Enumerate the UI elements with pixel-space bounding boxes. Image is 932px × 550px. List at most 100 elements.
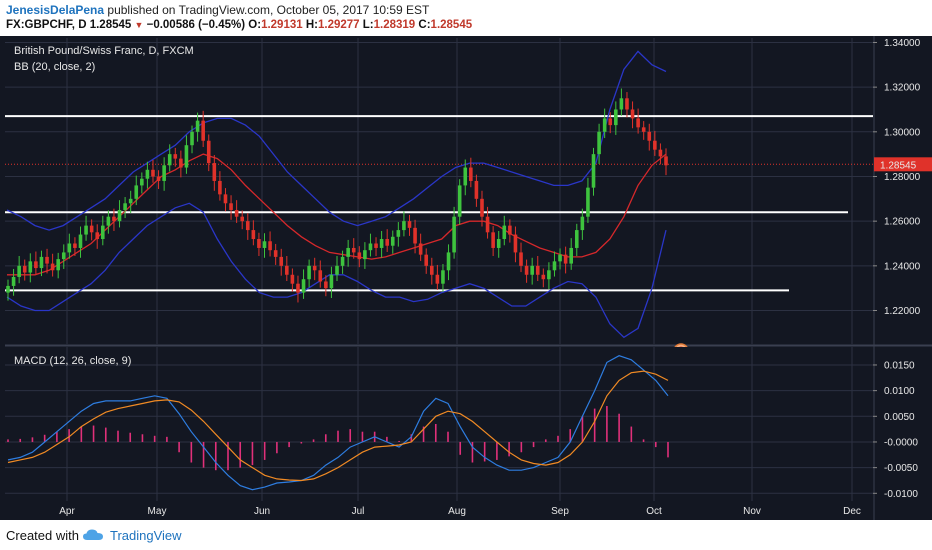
- candle-body: [61, 252, 66, 260]
- published-text: published on TradingView.com, October 05…: [107, 3, 430, 17]
- candle-body: [368, 243, 373, 251]
- candle-body: [524, 265, 529, 275]
- publish-line: JenesisDelaPena published on TradingView…: [6, 3, 429, 17]
- candle-body: [569, 247, 574, 264]
- time-tick-label: Oct: [646, 506, 662, 517]
- candle-body: [273, 250, 278, 257]
- candle-body: [574, 230, 579, 248]
- macd-pane[interactable]: 0.0150 0.0100 0.0050 -0.0000 -0.0050 -0.0100: [5, 347, 918, 501]
- macd-tick-label: -0.0000: [884, 437, 918, 448]
- candle-body: [357, 252, 362, 260]
- macd-tick-label: 0.0100: [884, 386, 915, 397]
- price-pane[interactable]: 1.34000 1.32000 1.30000 1.28000 1.26000 1.240…: [5, 36, 932, 520]
- candle-body: [195, 120, 200, 132]
- candle-body: [407, 221, 412, 228]
- candle-body: [502, 225, 507, 240]
- time-tick-label: Sep: [551, 506, 569, 517]
- candle-body: [34, 261, 38, 269]
- candle-body: [363, 250, 367, 260]
- candle-body: [586, 187, 590, 217]
- candle-body: [547, 270, 551, 280]
- candle-body: [463, 167, 468, 186]
- high-label: H:: [305, 19, 318, 31]
- last-price-tag: [874, 157, 932, 172]
- candle-body: [106, 216, 111, 226]
- candle-body: [318, 270, 323, 282]
- candle-body: [485, 216, 490, 233]
- low-value: 1.28319: [373, 19, 416, 31]
- candle-body: [162, 165, 166, 181]
- candle-body: [11, 276, 16, 286]
- candle-body: [73, 243, 77, 248]
- candle-body: [285, 265, 289, 275]
- author-link[interactable]: JenesisDelaPena: [6, 3, 105, 17]
- candle-body: [262, 241, 267, 248]
- candle-body: [630, 109, 635, 119]
- candle-body: [28, 261, 33, 273]
- macd-indicator-label: MACD (12, 26, close, 9): [14, 355, 131, 367]
- candle-body: [508, 225, 512, 235]
- candle-body: [424, 254, 429, 266]
- time-tick-label: Jul: [352, 506, 365, 517]
- candle-body: [625, 98, 629, 110]
- macd-signal-line: [7, 370, 669, 482]
- candle-body: [530, 265, 534, 275]
- candle-body: [441, 270, 445, 284]
- candle-body: [56, 259, 60, 271]
- candle-body: [268, 241, 272, 251]
- macd-line: [7, 355, 669, 491]
- candle-body: [474, 180, 479, 199]
- candle-body: [563, 254, 568, 264]
- candle-body: [296, 283, 300, 293]
- tradingview-brand-link[interactable]: TradingView: [110, 528, 182, 543]
- candle-body: [234, 209, 239, 217]
- time-tick-label: Nov: [743, 506, 761, 517]
- trading-chart[interactable]: 1.34000 1.32000 1.30000 1.28000 1.26000 1.240…: [0, 36, 932, 520]
- candle-body: [351, 247, 356, 253]
- macd-pane-area: [5, 347, 873, 501]
- candle-body: [140, 178, 144, 186]
- candle-body: [134, 185, 139, 199]
- candle-body: [324, 281, 328, 289]
- candle-body: [312, 265, 317, 271]
- candle-body: [67, 243, 72, 253]
- candle-body: [128, 198, 133, 204]
- candle-body: [212, 163, 217, 181]
- cloud-icon: [83, 529, 103, 540]
- candle-body: [636, 118, 640, 128]
- price-tick-label: 1.30000: [884, 127, 921, 138]
- candle-body: [301, 279, 306, 293]
- candle-body: [89, 225, 94, 233]
- candle-body: [641, 127, 646, 132]
- candle-body: [379, 239, 384, 248]
- candle-body: [402, 221, 406, 231]
- candle-body: [329, 274, 334, 289]
- candle-body: [229, 203, 233, 210]
- candle-body: [84, 225, 88, 235]
- macd-tick-label: 0.0050: [884, 412, 915, 423]
- candle-body: [435, 274, 440, 284]
- candle-body: [653, 140, 657, 150]
- candle-body: [17, 265, 21, 277]
- candle-body: [457, 185, 462, 217]
- candle-body: [290, 274, 295, 284]
- candle-body: [480, 198, 484, 217]
- last-price: 1.28545: [89, 19, 132, 31]
- candle-body: [541, 274, 546, 280]
- candle-body: [429, 265, 434, 275]
- candle-body: [190, 131, 194, 146]
- candle-body: [167, 154, 172, 166]
- time-tick-label: May: [148, 506, 167, 517]
- candle-body: [223, 194, 228, 204]
- candle-body: [6, 285, 10, 293]
- candle-body: [218, 180, 222, 195]
- candle-body: [279, 256, 284, 266]
- candle-body: [496, 239, 501, 248]
- candle-body: [396, 230, 401, 237]
- chart-header: JenesisDelaPena published on TradingView…: [0, 0, 932, 36]
- candle-body: [179, 158, 183, 168]
- macd-tick-label: 0.0150: [884, 360, 915, 371]
- last-price-tag-label: 1.28545: [880, 160, 917, 171]
- candle-body: [513, 234, 518, 253]
- time-axis[interactable]: Apr May Jun Jul Aug Sep Oct Nov Dec: [59, 506, 861, 517]
